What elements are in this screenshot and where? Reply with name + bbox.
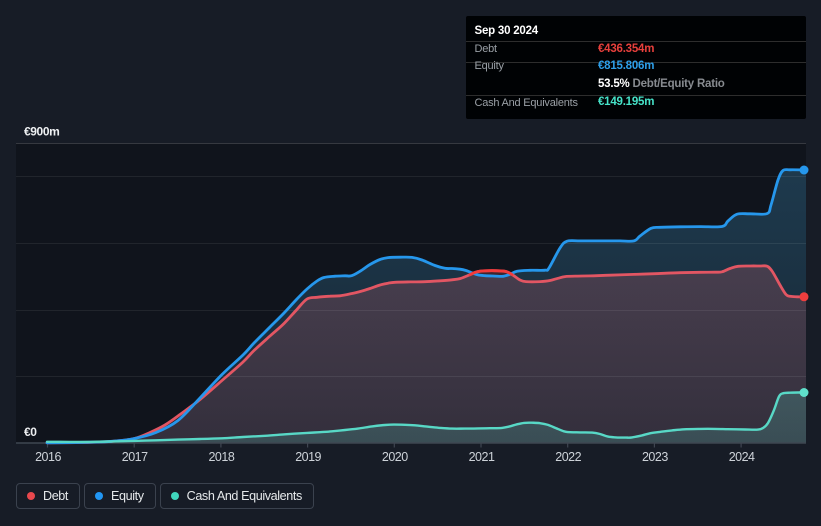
svg-text:€0: €0 [24,425,37,439]
svg-text:2016: 2016 [35,450,61,464]
svg-text:2024: 2024 [729,450,755,464]
svg-text:2023: 2023 [642,450,668,464]
svg-text:2018: 2018 [208,450,234,464]
svg-text:2020: 2020 [382,450,408,464]
svg-text:€900m: €900m [24,125,59,139]
svg-text:2017: 2017 [122,450,148,464]
svg-text:2019: 2019 [295,450,321,464]
svg-text:2021: 2021 [469,450,495,464]
svg-text:2022: 2022 [555,450,581,464]
